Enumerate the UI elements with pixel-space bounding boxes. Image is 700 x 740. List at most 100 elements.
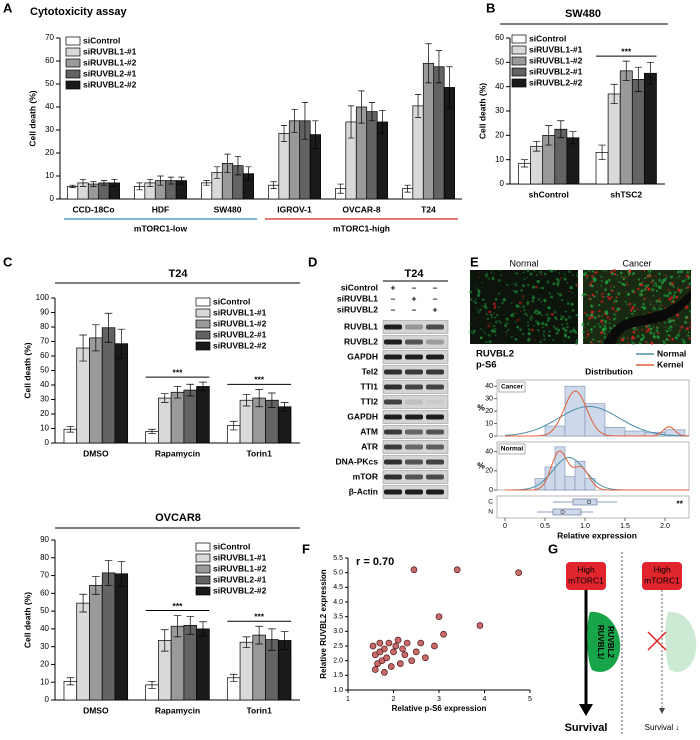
tissue-speck bbox=[604, 320, 608, 323]
tissue-speck bbox=[484, 274, 489, 278]
bar bbox=[114, 343, 129, 444]
tissue-speck bbox=[558, 293, 563, 297]
tissue-speck bbox=[689, 315, 691, 317]
error-bar bbox=[92, 576, 100, 595]
legend-swatch bbox=[65, 80, 81, 90]
tissue-speck bbox=[506, 322, 510, 325]
tissue-speck bbox=[528, 318, 531, 320]
blot-band bbox=[384, 414, 402, 420]
tissue-speck bbox=[487, 324, 491, 328]
error-bar bbox=[203, 180, 210, 186]
y-tick-label: 70 bbox=[45, 33, 54, 42]
tissue-speck bbox=[684, 278, 687, 281]
tissue-speck bbox=[569, 330, 573, 334]
tissue-speck bbox=[590, 310, 594, 314]
tissue-speck bbox=[608, 322, 611, 324]
error-bar bbox=[569, 131, 577, 145]
legend-label: siRUVBL2-#2 bbox=[213, 340, 267, 350]
tissue-speck bbox=[587, 270, 590, 273]
scatter-point bbox=[403, 639, 411, 647]
tissue-speck bbox=[572, 273, 574, 275]
outcome-label: Survival ↓ bbox=[645, 723, 680, 732]
box-label: mTORC1 bbox=[644, 575, 680, 585]
tissue-speck bbox=[477, 291, 480, 294]
tissue-speck bbox=[641, 328, 644, 331]
tissue-speck bbox=[481, 281, 484, 284]
tissue-speck bbox=[514, 337, 518, 341]
tissue-speck bbox=[586, 330, 588, 332]
tissue-speck bbox=[678, 317, 680, 319]
blot-band bbox=[426, 489, 444, 495]
tissue-speck bbox=[610, 285, 612, 288]
tissue-speck bbox=[604, 288, 607, 291]
tissue-speck bbox=[674, 336, 678, 339]
tissue-speck bbox=[612, 317, 616, 321]
error-bar bbox=[148, 428, 156, 434]
x-tick-label: DMSO bbox=[83, 705, 109, 715]
tissue-speck bbox=[468, 330, 472, 334]
significance-label: ** bbox=[676, 498, 683, 508]
significance-label: *** bbox=[173, 601, 184, 611]
tissue-speck bbox=[631, 306, 634, 309]
tissue-speck bbox=[572, 292, 574, 294]
tissue-speck bbox=[586, 314, 589, 317]
band-label: GAPDH bbox=[347, 351, 378, 361]
blot-title: T24 bbox=[405, 268, 425, 280]
tissue-speck bbox=[603, 324, 607, 328]
x-tick-label: Torin1 bbox=[246, 705, 272, 715]
y-tick-label: 30 bbox=[40, 395, 49, 404]
tissue-speck bbox=[590, 281, 593, 284]
x-tick-label: CCD-18Co bbox=[72, 204, 114, 214]
error-bar bbox=[404, 184, 411, 193]
tissue-speck bbox=[563, 339, 565, 342]
tissue-speck bbox=[640, 337, 644, 342]
tissue-speck bbox=[647, 342, 649, 345]
tissue-speck bbox=[632, 342, 635, 345]
panel-label: G bbox=[548, 541, 558, 556]
y-tick-label: 4.5 bbox=[333, 584, 343, 591]
tissue-speck bbox=[602, 341, 604, 344]
blot-band bbox=[426, 354, 444, 360]
error-bar bbox=[178, 176, 185, 185]
tissue-speck bbox=[572, 274, 574, 277]
tissue-speck bbox=[591, 293, 595, 297]
tissue-speck bbox=[554, 327, 558, 330]
tissue-speck bbox=[602, 292, 605, 294]
tissue-speck bbox=[627, 270, 630, 273]
y-tick-label: 20 bbox=[485, 468, 493, 475]
tissue-speck bbox=[631, 312, 634, 316]
y-axis-label: % bbox=[477, 460, 485, 470]
band-label: mTOR bbox=[353, 471, 378, 481]
tissue-speck bbox=[584, 271, 587, 274]
x-axis-label: Relative p-S6 expression bbox=[392, 704, 487, 713]
condition-sign: – bbox=[391, 293, 396, 303]
y-axis-label: % bbox=[477, 402, 485, 412]
y-tick-label: 0 bbox=[45, 695, 50, 704]
tissue-speck bbox=[516, 284, 518, 287]
scatter-point bbox=[412, 648, 420, 656]
condition-label: siRUVBL1 bbox=[337, 293, 378, 303]
blot-band bbox=[405, 399, 423, 405]
tissue-speck bbox=[615, 277, 618, 279]
blot-band bbox=[405, 369, 423, 375]
tissue-speck bbox=[685, 287, 688, 290]
tissue-speck bbox=[643, 297, 646, 300]
tissue-speck bbox=[674, 323, 676, 326]
legend-label: siRUVBL2-#1 bbox=[529, 66, 583, 76]
tissue-speck bbox=[686, 317, 689, 320]
bar bbox=[170, 391, 185, 444]
legend-label: siControl bbox=[213, 541, 250, 551]
legend-swatch bbox=[195, 553, 211, 563]
bar bbox=[158, 397, 172, 444]
tissue-speck bbox=[590, 316, 594, 319]
error-bar bbox=[79, 179, 87, 187]
tissue-speck bbox=[607, 278, 611, 282]
tissue-speck bbox=[492, 324, 496, 328]
error-bar bbox=[229, 673, 238, 682]
tissue-speck bbox=[615, 297, 617, 299]
tag-box bbox=[498, 443, 526, 455]
tissue-speck bbox=[670, 282, 674, 286]
tissue-speck bbox=[668, 297, 672, 301]
error-bar bbox=[160, 393, 169, 403]
error-bar bbox=[69, 184, 76, 188]
